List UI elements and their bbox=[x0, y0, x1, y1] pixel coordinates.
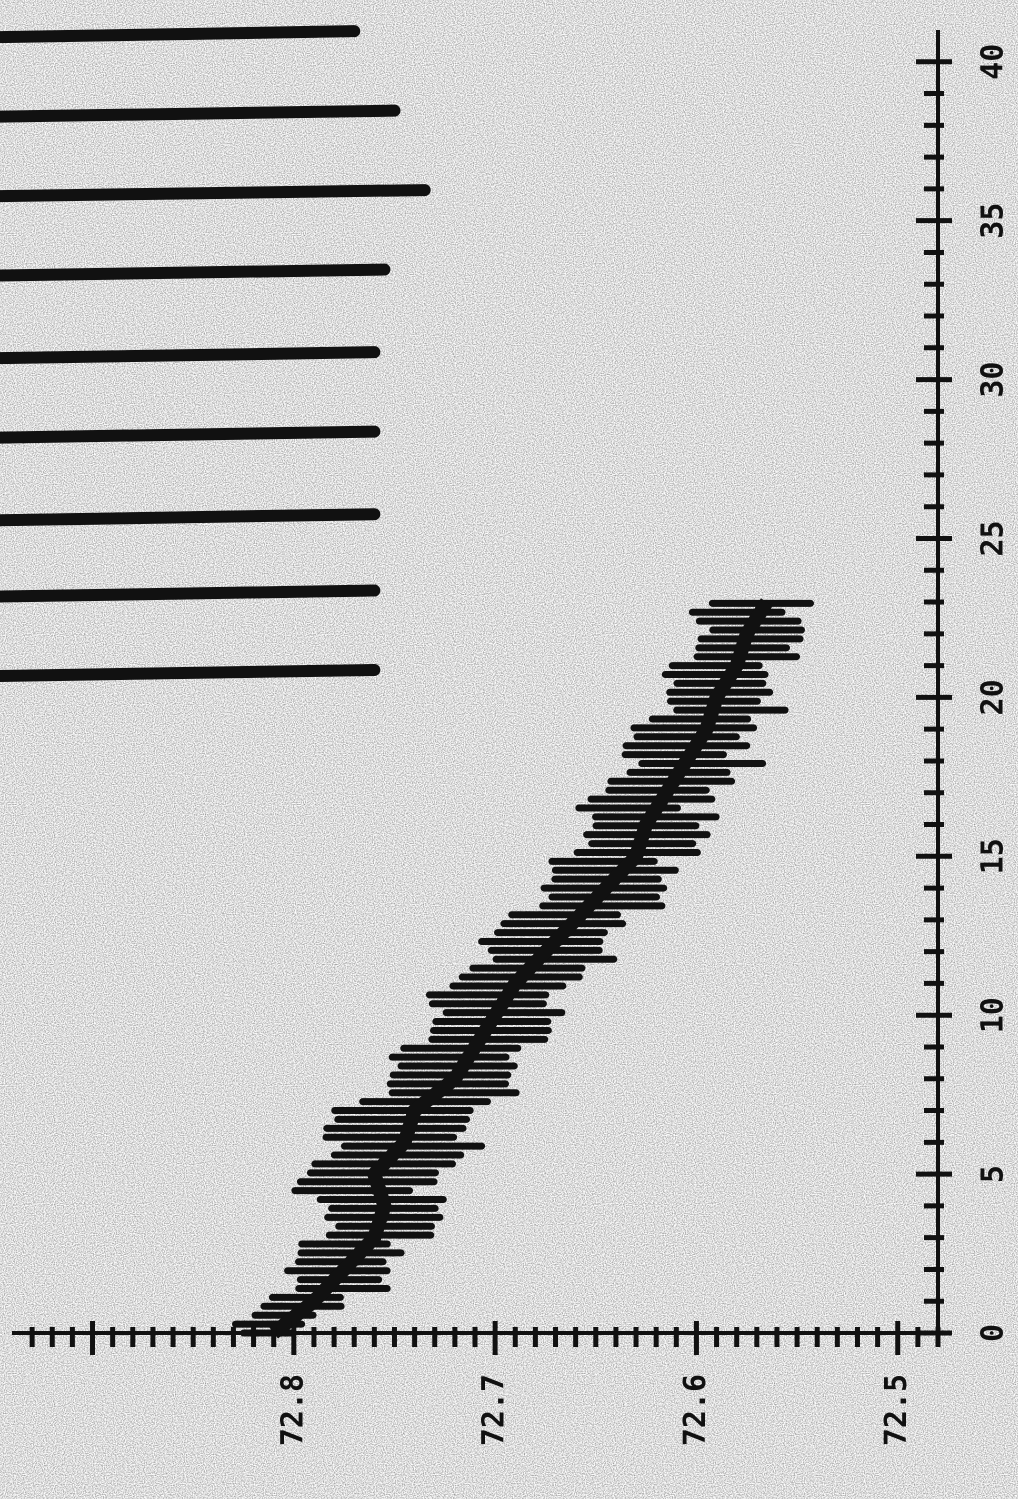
y-tick-label: 72.5 bbox=[879, 1374, 914, 1446]
trend-line bbox=[269, 598, 773, 1339]
y-tick-label: 72.6 bbox=[678, 1374, 713, 1446]
x-axis-ticks: 0 5 10 15 20 25 30 35 40 bbox=[916, 44, 1011, 1342]
reference-line bbox=[0, 104, 401, 123]
x-tick-label: 30 bbox=[976, 362, 1011, 398]
reference-line bbox=[0, 425, 381, 444]
reference-line bbox=[0, 663, 381, 682]
x-tick-label: 40 bbox=[976, 44, 1011, 80]
x-tick-label: 10 bbox=[976, 997, 1011, 1033]
reference-line bbox=[0, 184, 431, 203]
y-axis-ticks: 72.8 72.7 72.6 72.5 bbox=[29, 1321, 941, 1446]
x-tick-label: 35 bbox=[976, 203, 1011, 239]
x-tick-label: 0 bbox=[976, 1324, 1011, 1342]
x-tick-label: 20 bbox=[976, 679, 1011, 715]
y-tick-label: 72.8 bbox=[275, 1374, 310, 1446]
reference-line bbox=[0, 584, 381, 603]
x-tick-label: 15 bbox=[976, 838, 1011, 874]
reference-line bbox=[0, 263, 391, 282]
x-tick-label: 5 bbox=[976, 1165, 1011, 1183]
y-tick-label: 72.7 bbox=[477, 1374, 512, 1446]
x-tick-label: 25 bbox=[976, 520, 1011, 556]
reference-lines bbox=[0, 25, 431, 682]
reference-line bbox=[0, 346, 381, 365]
reference-line bbox=[0, 25, 361, 44]
reference-line bbox=[0, 508, 381, 527]
